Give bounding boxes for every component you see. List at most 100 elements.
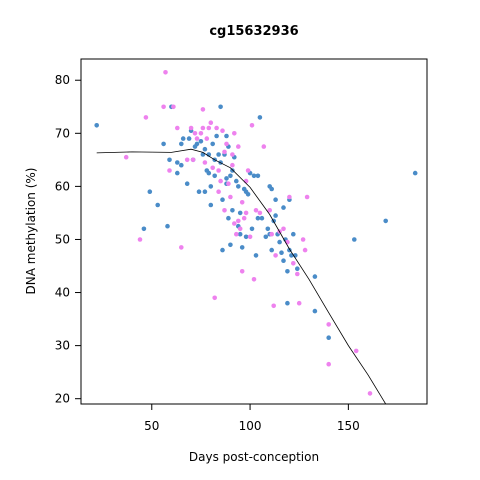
data-point (210, 141, 215, 147)
data-point (257, 210, 263, 216)
x-tick-label: 150 (337, 419, 360, 433)
data-point (208, 184, 214, 189)
data-point (269, 231, 275, 237)
data-point (234, 231, 239, 237)
data-point (237, 226, 243, 232)
data-point (251, 277, 257, 282)
data-point (230, 208, 235, 213)
data-point (137, 237, 143, 242)
data-point (214, 133, 219, 139)
data-point (249, 123, 255, 128)
data-point (175, 125, 180, 131)
data-point (184, 181, 190, 186)
y-tick-label: 30 (55, 339, 70, 353)
data-point (196, 189, 202, 194)
data-point (222, 149, 227, 155)
data-point (228, 194, 233, 200)
data-point (204, 136, 210, 141)
data-point (179, 245, 184, 250)
data-point (212, 173, 217, 179)
data-point (226, 215, 231, 221)
data-point (326, 361, 332, 367)
data-point (216, 189, 221, 194)
data-point (353, 348, 359, 354)
data-point (226, 181, 231, 186)
data-point (245, 168, 251, 173)
data-point (261, 144, 267, 149)
data-point (267, 208, 273, 213)
data-point (218, 178, 223, 184)
data-point (161, 104, 166, 110)
x-axis-label: Days post-conception (189, 450, 319, 464)
data-point (281, 226, 286, 232)
data-point (232, 131, 237, 136)
data-point (279, 250, 284, 255)
data-point (269, 247, 275, 253)
data-point (190, 157, 196, 163)
data-point (253, 208, 259, 213)
data-point (245, 192, 251, 197)
data-point (255, 215, 261, 221)
x-tick-label: 100 (239, 419, 262, 433)
data-point (241, 215, 247, 221)
data-point (312, 274, 318, 279)
data-point (277, 239, 282, 245)
data-point (206, 170, 212, 176)
data-point (175, 170, 180, 176)
data-point (230, 162, 235, 168)
data-point (194, 141, 200, 147)
data-point (239, 269, 245, 274)
data-point (167, 157, 172, 163)
data-point (200, 125, 206, 131)
y-tick-label: 80 (55, 73, 70, 87)
data-point (236, 184, 241, 189)
data-point (300, 237, 306, 242)
data-point (239, 200, 245, 205)
data-point (171, 104, 176, 110)
data-point (224, 176, 229, 181)
data-point (206, 125, 212, 131)
y-tick-label: 60 (55, 179, 70, 193)
data-point (202, 146, 208, 152)
data-point (123, 154, 129, 160)
data-point (175, 160, 180, 165)
y-axis-label: DNA methylation (%) (24, 168, 38, 295)
data-point (257, 115, 263, 120)
data-point (251, 173, 257, 179)
data-point (234, 178, 239, 184)
x-axis: 50 100 150 (144, 404, 360, 433)
data-point (243, 178, 249, 184)
y-tick-label: 20 (55, 392, 70, 406)
data-point (239, 245, 245, 250)
y-axis: 20 30 40 50 60 70 80 (55, 73, 81, 406)
data-point (218, 104, 223, 110)
data-point (237, 231, 243, 237)
plot-marks (94, 70, 418, 404)
data-point (216, 152, 221, 157)
trend-line (96, 148, 387, 404)
data-point (287, 194, 292, 200)
data-point (296, 300, 302, 306)
data-point (367, 391, 373, 396)
data-point (188, 125, 194, 131)
data-point (230, 168, 235, 173)
data-point (265, 226, 271, 232)
y-tick-label: 40 (55, 286, 70, 300)
data-point (214, 125, 219, 131)
data-point (236, 218, 241, 224)
data-point (220, 197, 225, 202)
data-point (285, 269, 290, 274)
plot-frame (80, 58, 428, 405)
chart-title: cg15632936 (209, 24, 298, 39)
data-point (167, 168, 172, 173)
data-point (208, 120, 214, 125)
data-point (155, 202, 160, 208)
x-tick-label: 50 (144, 419, 159, 433)
data-point (212, 295, 217, 301)
data-point (202, 189, 208, 194)
data-point (243, 234, 249, 240)
data-point (281, 258, 286, 264)
data-point (220, 247, 225, 253)
data-point (192, 131, 198, 136)
